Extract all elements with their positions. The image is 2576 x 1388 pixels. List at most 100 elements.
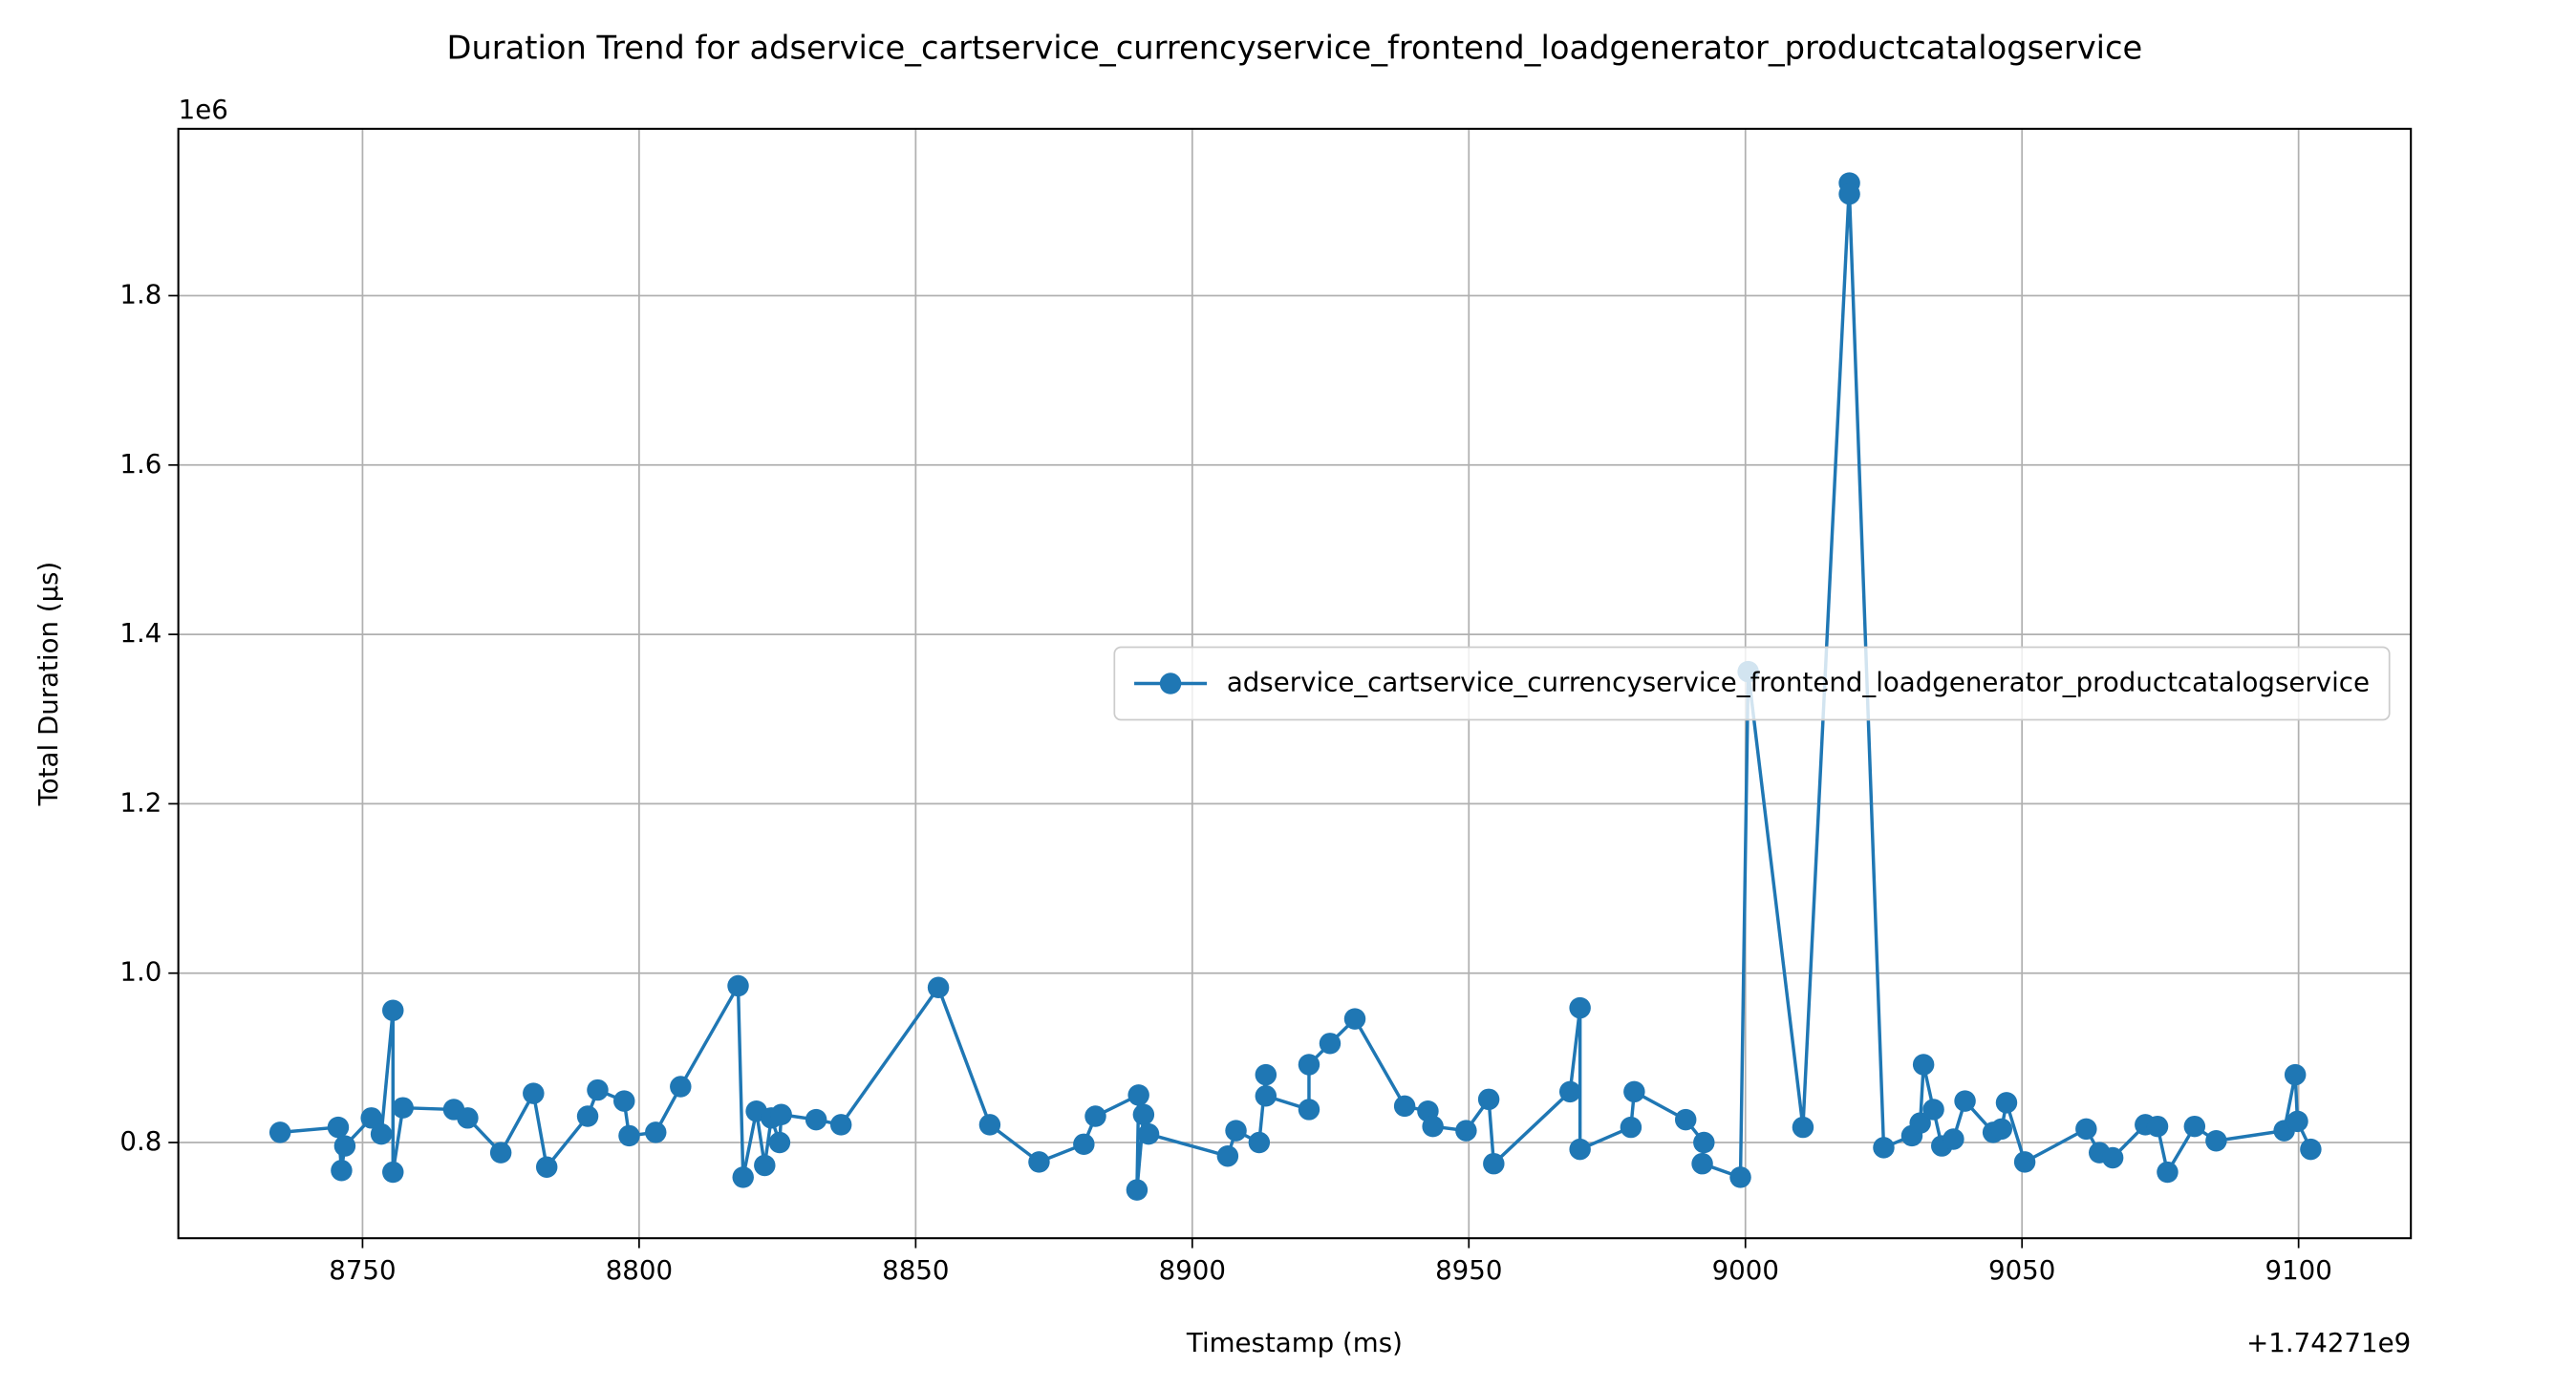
x-tick-label: 8950 — [1435, 1254, 1502, 1286]
plot-frame — [177, 127, 2413, 1240]
data-point — [2284, 1063, 2307, 1086]
data-point — [829, 1114, 852, 1136]
x-tick-label: 8750 — [329, 1254, 396, 1286]
data-point — [2205, 1130, 2227, 1152]
data-point — [360, 1107, 382, 1129]
y-tick-label: 1.4 — [119, 617, 161, 649]
data-point — [1569, 996, 1591, 1019]
data-point — [1073, 1133, 1095, 1156]
y-tick-label: 1.8 — [119, 278, 161, 310]
data-point — [576, 1105, 599, 1127]
data-point — [1954, 1090, 1976, 1112]
y-tick-label: 1.6 — [119, 448, 161, 480]
data-point — [327, 1116, 350, 1139]
data-point — [489, 1142, 512, 1164]
y-offset-text: 1e6 — [179, 94, 228, 125]
data-point — [1995, 1092, 2018, 1114]
data-point — [1028, 1151, 1050, 1173]
data-point — [978, 1114, 1001, 1136]
data-point — [1558, 1080, 1581, 1103]
data-point — [2157, 1161, 2179, 1184]
data-point — [1674, 1108, 1697, 1131]
data-point — [333, 1135, 356, 1157]
data-point — [1255, 1063, 1277, 1086]
y-tick-label: 0.8 — [119, 1125, 161, 1157]
x-tick-label: 8800 — [606, 1254, 673, 1286]
data-point — [1216, 1144, 1239, 1167]
data-point — [2300, 1138, 2322, 1161]
x-tick-label: 9000 — [1712, 1254, 1779, 1286]
data-point — [2146, 1115, 2169, 1138]
data-point — [370, 1122, 393, 1145]
data-point — [1912, 1054, 1935, 1076]
data-point — [1838, 182, 1860, 205]
data-point — [1922, 1099, 1944, 1121]
data-point — [1319, 1033, 1342, 1055]
data-point — [457, 1107, 479, 1129]
data-point — [670, 1076, 692, 1098]
data-point — [392, 1097, 414, 1119]
data-point — [1569, 1138, 1591, 1161]
data-point — [1127, 1084, 1149, 1106]
x-tick-label: 8850 — [882, 1254, 949, 1286]
data-point — [1225, 1120, 1247, 1142]
data-point — [331, 1160, 353, 1182]
data-point — [618, 1124, 640, 1147]
data-point — [613, 1090, 635, 1112]
y-axis-label: Total Duration (µs) — [32, 562, 64, 807]
data-point — [1623, 1080, 1645, 1103]
data-point — [382, 999, 404, 1021]
data-point — [770, 1103, 792, 1126]
data-point — [2101, 1146, 2124, 1169]
data-point — [1132, 1103, 1155, 1126]
x-tick-label: 9050 — [1988, 1254, 2055, 1286]
data-point — [1393, 1095, 1416, 1118]
data-point — [1620, 1116, 1642, 1139]
data-point — [1255, 1085, 1277, 1107]
data-point — [1477, 1088, 1500, 1111]
data-point — [1422, 1115, 1444, 1138]
data-point — [727, 974, 749, 997]
data-point — [2013, 1151, 2036, 1173]
data-point — [754, 1154, 776, 1177]
data-point — [2183, 1115, 2206, 1138]
data-point — [1873, 1137, 1895, 1159]
data-point — [805, 1108, 827, 1131]
data-point — [268, 1121, 291, 1143]
data-point — [1693, 1131, 1715, 1154]
data-point — [1691, 1152, 1713, 1175]
x-tick-label: 9100 — [2265, 1254, 2331, 1286]
data-point — [2286, 1110, 2308, 1133]
y-tick-label: 1.2 — [119, 786, 161, 818]
data-point — [768, 1131, 791, 1154]
data-point — [1909, 1112, 1931, 1134]
data-point — [1248, 1131, 1271, 1154]
legend-label: adservice_cartservice_currencyservice_fr… — [1227, 667, 2370, 698]
data-point — [523, 1082, 545, 1104]
data-point — [1483, 1152, 1505, 1175]
data-point — [732, 1166, 754, 1188]
data-point — [1990, 1118, 2013, 1141]
data-point — [587, 1078, 609, 1101]
data-point — [1455, 1120, 1477, 1142]
data-point — [1137, 1122, 1160, 1145]
legend-marker — [1159, 673, 1182, 694]
chart-title: Duration Trend for adservice_cartservice… — [447, 29, 2143, 66]
data-point — [645, 1121, 667, 1143]
data-point — [1126, 1179, 1148, 1201]
x-axis-label: Timestamp (ms) — [1186, 1327, 1403, 1358]
data-point — [1729, 1166, 1751, 1188]
data-point — [1943, 1128, 1964, 1150]
data-point — [1343, 1008, 1366, 1030]
x-tick-label: 8900 — [1159, 1254, 1226, 1286]
data-point — [1298, 1054, 1320, 1076]
legend-box — [1113, 646, 2391, 721]
data-point — [1084, 1105, 1106, 1127]
data-point — [1792, 1116, 1814, 1139]
data-point — [1298, 1099, 1320, 1121]
data-point — [382, 1161, 404, 1184]
data-point — [2075, 1118, 2097, 1141]
data-point — [535, 1156, 558, 1178]
